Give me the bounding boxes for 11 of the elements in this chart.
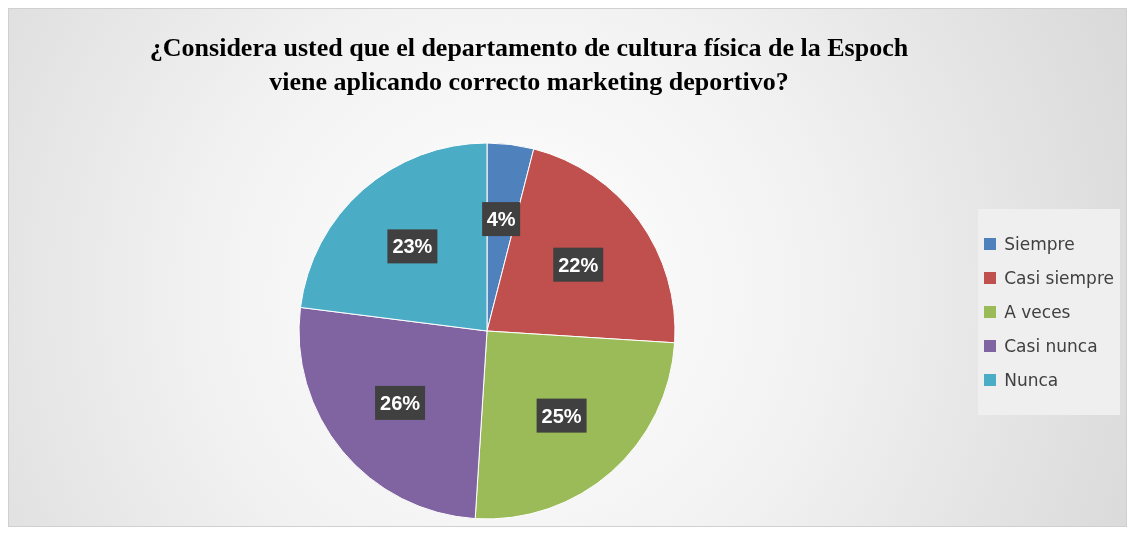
- legend-label: Casi siempre: [1004, 267, 1114, 290]
- legend-label: Siempre: [1004, 233, 1075, 256]
- data-label: 25%: [541, 404, 582, 427]
- chart-title: ¿Considera usted que el departamento de cultura física de la Espoch viene aplicando correcto marketing deportivo?: [148, 32, 910, 98]
- legend-label: A veces: [1004, 301, 1071, 324]
- data-label: 23%: [392, 235, 433, 258]
- legend-label: Nunca: [1004, 369, 1059, 392]
- data-label: 4%: [486, 208, 516, 231]
- data-label: 26%: [380, 391, 421, 414]
- data-label: 22%: [558, 253, 599, 276]
- legend-label: Casi nunca: [1004, 335, 1098, 358]
